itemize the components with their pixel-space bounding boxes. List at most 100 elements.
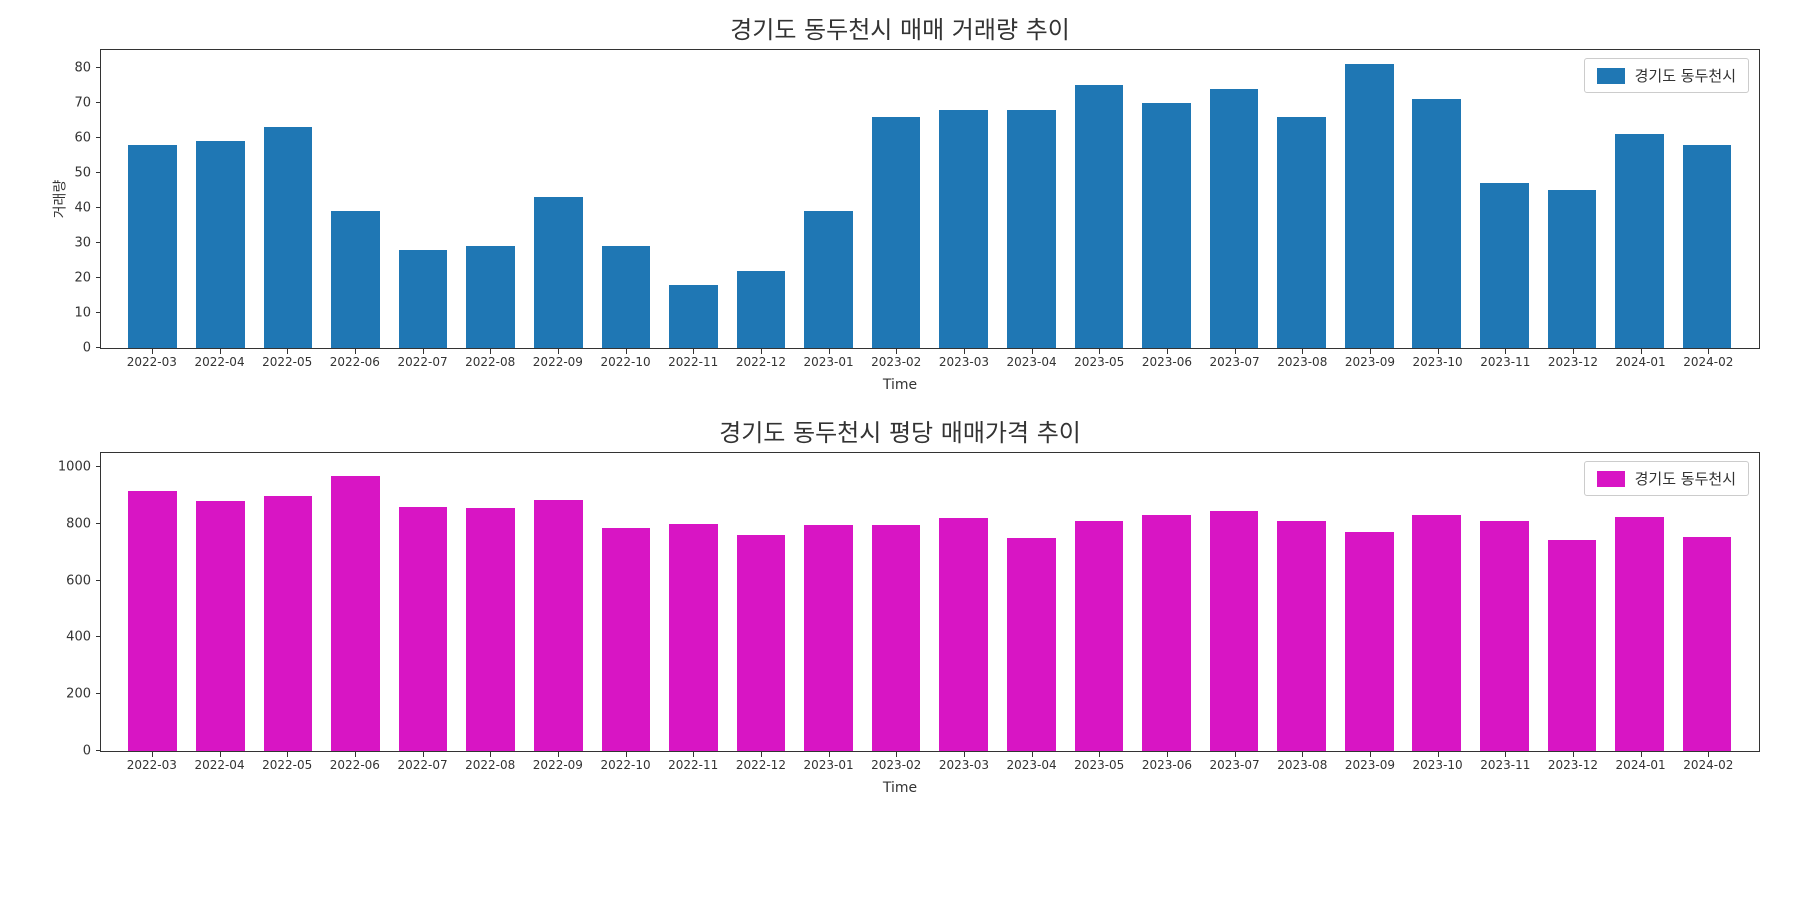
x-tick-label: 2023-11 xyxy=(1471,752,1539,772)
bar-slot xyxy=(187,50,255,348)
bar xyxy=(1210,89,1259,348)
x-tick-label: 2022-03 xyxy=(118,752,186,772)
bar xyxy=(196,141,245,348)
x-tick-label: 2023-03 xyxy=(930,349,998,369)
y-tick-mark xyxy=(96,172,101,173)
x-tick-label: 2024-01 xyxy=(1607,349,1675,369)
bar-slot xyxy=(1335,50,1403,348)
bar-slot xyxy=(998,50,1066,348)
bar-slot xyxy=(1133,453,1201,751)
x-tick-label: 2024-01 xyxy=(1607,752,1675,772)
y-tick-mark xyxy=(96,523,101,524)
x-tick-label: 2023-04 xyxy=(998,349,1066,369)
bar-slot xyxy=(1538,453,1606,751)
bar xyxy=(534,197,583,348)
bar xyxy=(1480,183,1529,348)
x-tick-label: 2023-05 xyxy=(1065,752,1133,772)
x-tick-label: 2022-11 xyxy=(659,349,727,369)
y-tick-label: 30 xyxy=(74,235,101,250)
bar xyxy=(1683,145,1732,348)
chart2-plot-area: 경기도 동두천시 02004006008001000 xyxy=(100,452,1760,752)
chart1-plot-area: 경기도 동두천시 01020304050607080 xyxy=(100,49,1760,349)
x-tick-label: 2023-06 xyxy=(1133,752,1201,772)
bar xyxy=(1548,540,1597,751)
bar xyxy=(1075,521,1124,751)
y-tick-label: 20 xyxy=(74,270,101,285)
x-tick-label: 2023-05 xyxy=(1065,349,1133,369)
bar xyxy=(669,285,718,348)
bar-slot xyxy=(1268,50,1336,348)
bar-slot xyxy=(795,50,863,348)
y-tick-label: 200 xyxy=(66,687,101,702)
x-tick-label: 2022-05 xyxy=(253,752,321,772)
bar xyxy=(1007,538,1056,751)
bar xyxy=(534,500,583,751)
y-tick-mark xyxy=(96,137,101,138)
bar xyxy=(331,476,380,751)
bar xyxy=(872,525,921,751)
x-tick-label: 2023-10 xyxy=(1404,752,1472,772)
x-tick-label: 2023-04 xyxy=(998,752,1066,772)
x-tick-label: 2022-06 xyxy=(321,752,389,772)
bar-slot xyxy=(1133,50,1201,348)
bar-slot xyxy=(795,453,863,751)
x-tick-label: 2022-05 xyxy=(253,349,321,369)
y-tick-label: 10 xyxy=(74,305,101,320)
bar-slot xyxy=(457,453,525,751)
x-tick-label: 2022-04 xyxy=(186,349,254,369)
bar-slot xyxy=(322,453,390,751)
bar xyxy=(1142,103,1191,348)
y-tick-mark xyxy=(96,242,101,243)
bar-slot xyxy=(524,453,592,751)
bar-slot xyxy=(119,50,187,348)
y-tick-mark xyxy=(96,67,101,68)
bar-slot xyxy=(1403,453,1471,751)
bar xyxy=(466,508,515,751)
bar-slot xyxy=(862,50,930,348)
x-tick-label: 2022-10 xyxy=(592,752,660,772)
bar-slot xyxy=(389,453,457,751)
bar xyxy=(466,246,515,348)
y-tick-label: 400 xyxy=(66,630,101,645)
x-tick-label: 2022-12 xyxy=(727,349,795,369)
bar xyxy=(737,535,786,751)
bar xyxy=(1210,511,1259,751)
chart1-plot-frame: 거래량 경기도 동두천시 01020304050607080 2022-0320… xyxy=(100,49,1760,349)
bar xyxy=(1412,99,1461,348)
chart1-bars xyxy=(101,50,1759,348)
bar-slot xyxy=(254,50,322,348)
bar xyxy=(804,211,853,348)
bar xyxy=(1345,64,1394,348)
bar-slot xyxy=(727,453,795,751)
bar xyxy=(1683,537,1732,751)
bar xyxy=(1412,515,1461,751)
bar xyxy=(1075,85,1124,348)
x-tick-label: 2022-07 xyxy=(389,349,457,369)
bar-slot xyxy=(1471,50,1539,348)
x-tick-label: 2023-08 xyxy=(1268,752,1336,772)
x-tick-label: 2023-11 xyxy=(1471,349,1539,369)
x-tick-label: 2023-07 xyxy=(1201,752,1269,772)
volume-chart: 경기도 동두천시 매매 거래량 추이 거래량 경기도 동두천시 01020304… xyxy=(20,10,1780,393)
x-tick-label: 2022-08 xyxy=(456,349,524,369)
bar xyxy=(331,211,380,348)
bar xyxy=(1007,110,1056,348)
y-tick-label: 800 xyxy=(66,516,101,531)
bar-slot xyxy=(1335,453,1403,751)
bar xyxy=(737,271,786,348)
x-tick-label: 2022-10 xyxy=(592,349,660,369)
x-tick-label: 2024-02 xyxy=(1674,752,1742,772)
x-tick-label: 2022-04 xyxy=(186,752,254,772)
x-tick-label: 2023-10 xyxy=(1404,349,1472,369)
bar xyxy=(602,246,651,348)
bar xyxy=(128,491,177,751)
bar-slot xyxy=(1065,453,1133,751)
y-tick-mark xyxy=(96,102,101,103)
bar-slot xyxy=(660,50,728,348)
bar-slot xyxy=(1673,50,1741,348)
bar-slot xyxy=(119,453,187,751)
bar-slot xyxy=(1200,50,1268,348)
bar-slot xyxy=(389,50,457,348)
bar xyxy=(399,507,448,751)
x-tick-label: 2022-09 xyxy=(524,752,592,772)
